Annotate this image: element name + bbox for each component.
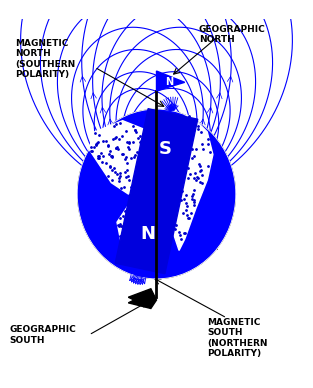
Text: N: N [165, 77, 173, 87]
Polygon shape [89, 121, 162, 194]
Text: MAGNETIC
SOUTH
(NORTHERN
POLARITY): MAGNETIC SOUTH (NORTHERN POLARITY) [207, 318, 268, 358]
Polygon shape [117, 200, 151, 262]
Polygon shape [115, 109, 198, 274]
Text: N: N [140, 225, 155, 242]
Polygon shape [162, 115, 213, 250]
Ellipse shape [78, 110, 235, 278]
Polygon shape [156, 71, 185, 91]
Ellipse shape [78, 109, 235, 279]
Polygon shape [128, 289, 156, 308]
Text: S: S [159, 140, 172, 158]
Text: GEOGRAPHIC
SOUTH: GEOGRAPHIC SOUTH [10, 325, 77, 345]
Text: MAGNETIC
NORTH
(SOUTHERN
POLARITY): MAGNETIC NORTH (SOUTHERN POLARITY) [15, 39, 76, 79]
Text: GEOGRAPHIC
NORTH: GEOGRAPHIC NORTH [199, 25, 265, 44]
